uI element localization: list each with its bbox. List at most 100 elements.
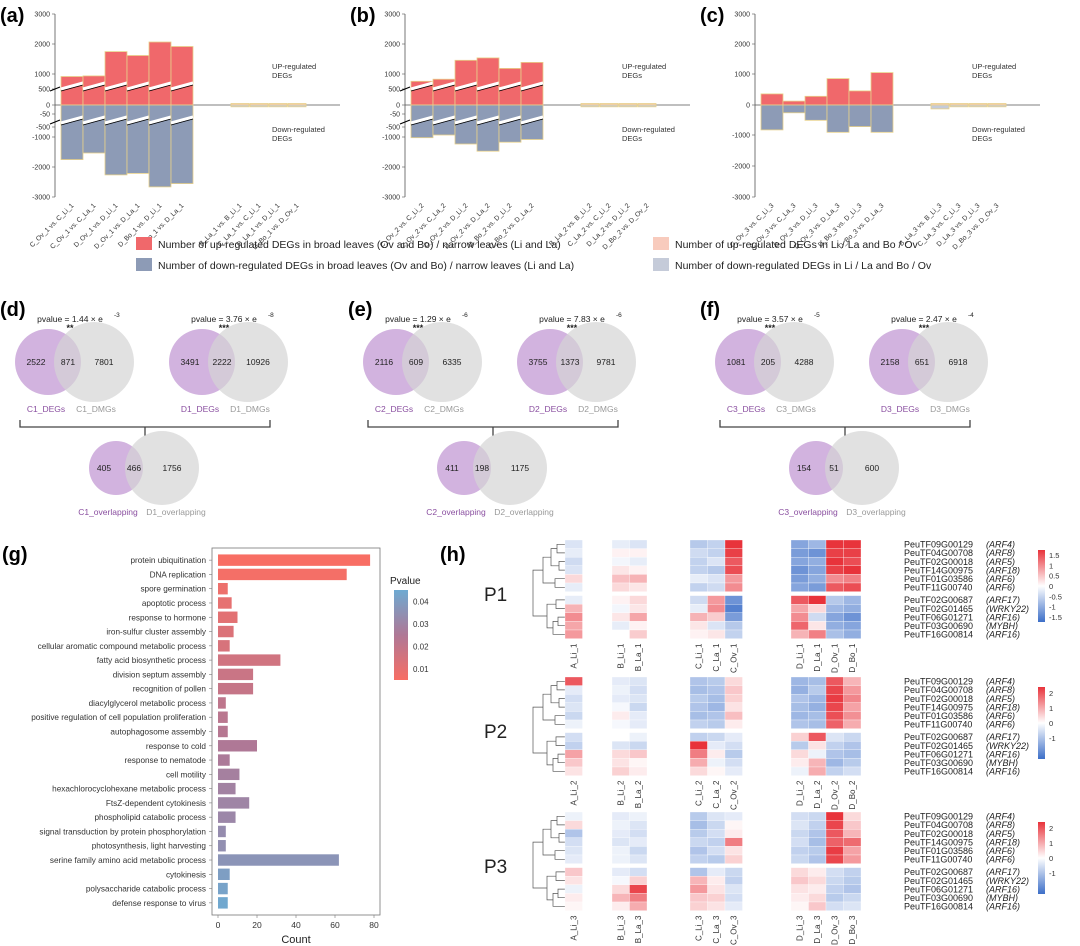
gene-name-label: (ARF16) xyxy=(986,749,1020,759)
gene-name-label: (ARF4) xyxy=(986,677,1015,687)
heatmap-cell xyxy=(790,766,809,776)
heatmap-cell xyxy=(724,811,743,821)
heatmap-cell xyxy=(790,741,809,750)
heatmap-cell xyxy=(843,749,862,759)
heatmap-cell xyxy=(808,548,827,558)
y-tick-label: -500 xyxy=(386,125,400,132)
heatmap-cell xyxy=(790,893,809,903)
heatmap-cell xyxy=(707,685,726,695)
legend-label: Number of up-regulated DEGs in Li / La a… xyxy=(675,239,919,251)
row-dendrogram xyxy=(532,815,565,907)
gene-name-label: (ARF5) xyxy=(986,829,1015,839)
heatmap-cell xyxy=(808,876,827,885)
dendrogram-branch xyxy=(558,561,565,571)
go-term-label: serine family amino acid metabolic proce… xyxy=(50,856,206,865)
heatmap-cell xyxy=(825,893,844,903)
heatmap-cell xyxy=(808,565,827,575)
go-term-label: positive regulation of cell population p… xyxy=(31,713,206,722)
heatmap-cell xyxy=(629,820,648,830)
venn-left-count: 2158 xyxy=(881,357,900,367)
bar-down xyxy=(618,104,638,108)
heatmap-cell xyxy=(790,884,809,894)
heatmap-cell xyxy=(825,702,844,712)
gene-name-label: (ARF6) xyxy=(986,720,1015,730)
bar-break-line xyxy=(104,84,128,92)
gene-id-label: PeuTF16G00814 xyxy=(904,902,973,912)
venn-mid-count: 1373 xyxy=(561,357,580,367)
heatmap-cell xyxy=(843,676,862,686)
heatmap-cell xyxy=(611,582,630,592)
gene-id-label: PeuTF09G00129 xyxy=(904,677,973,687)
heatmap-cell xyxy=(843,557,862,566)
gene-id-label: PeuTF11G00740 xyxy=(904,855,972,865)
deg-set-label: D2_DEGs xyxy=(529,404,567,414)
heatmap-cell xyxy=(724,749,743,759)
heatmap-cell xyxy=(790,621,809,631)
heatmap-cell xyxy=(629,582,648,592)
bar-break-line xyxy=(520,84,544,92)
bar-up xyxy=(870,72,894,106)
bar-break xyxy=(104,115,128,125)
heatmap-cell xyxy=(611,829,630,838)
heatmap-cell xyxy=(689,676,708,686)
gene-name-label: (ARF8) xyxy=(986,548,1015,558)
go-term-label: recognition of pollen xyxy=(133,685,207,694)
heatmap-cell xyxy=(825,854,844,864)
heatmap-colorbar-tick: 0 xyxy=(1049,582,1053,591)
pvalue-text: pvalue = 1.44 × e xyxy=(37,314,103,324)
row-dendrogram xyxy=(532,543,565,635)
x-tick-label: 20 xyxy=(252,920,262,930)
heatmap-cell xyxy=(689,719,708,729)
heatmap-colorbar-tick: 0 xyxy=(1049,854,1053,863)
dendrogram-branch xyxy=(532,841,547,889)
bar-down xyxy=(870,104,894,133)
heatmap-cell xyxy=(629,621,648,631)
legend-swatch xyxy=(653,237,669,250)
legend-label: Number of up-regulated DEGs in broad lea… xyxy=(158,239,561,251)
heatmap-cell xyxy=(611,557,630,566)
heatmap-cell xyxy=(707,629,726,639)
y-tick-label: 0 xyxy=(46,103,50,110)
gene-name-label: (ARF16) xyxy=(986,884,1020,894)
heatmap-cell xyxy=(843,582,862,592)
bar-down xyxy=(126,104,150,174)
down-annotation: Down-regulated xyxy=(622,125,675,134)
bar-down xyxy=(249,104,269,108)
bar-break xyxy=(410,81,434,91)
heatmap-colorbar-tick: 1 xyxy=(1049,704,1053,713)
heatmap-cell xyxy=(689,694,708,703)
heatmap-cell xyxy=(843,741,862,750)
heatmap-cell xyxy=(564,846,583,856)
heatmap-cell xyxy=(825,719,844,729)
go-bar xyxy=(218,611,238,623)
heatmap-cell xyxy=(611,685,630,695)
panel-label: (e) xyxy=(348,299,372,321)
heatmap-cell xyxy=(843,766,862,776)
go-bar xyxy=(218,668,254,681)
gene-name-label: (ARF16) xyxy=(986,612,1020,622)
heatmap-colorbar-tick: 1.5 xyxy=(1049,551,1059,560)
heatmap-colorbar-tick: 2 xyxy=(1049,689,1053,698)
heatmap-cell xyxy=(707,741,726,750)
go-bar xyxy=(218,697,226,709)
overlap-mid-count: 51 xyxy=(829,463,839,473)
gene-name-label: (ARF4) xyxy=(986,812,1015,822)
dmg-set-label: C3_DMGs xyxy=(776,404,816,414)
heatmap-cell xyxy=(843,837,862,847)
y-tick-label: 500 xyxy=(388,87,400,94)
go-bar xyxy=(218,554,371,566)
overlap-right-circle xyxy=(473,431,547,505)
heatmap-cell xyxy=(611,749,630,759)
y-tick-label: 1000 xyxy=(34,72,50,79)
heatmap-cell xyxy=(724,867,743,877)
heatmap-cell xyxy=(724,846,743,856)
overlap-right-circle xyxy=(125,431,199,505)
heatmap-cell xyxy=(564,854,583,864)
heatmap-cell xyxy=(724,741,743,750)
colorbar-tick: 0.02 xyxy=(413,642,429,651)
heatmap-cell xyxy=(825,766,844,776)
heatmap-cell xyxy=(825,539,844,549)
dendrogram-branch xyxy=(555,736,565,746)
heatmap-cell xyxy=(843,732,862,742)
y-tick-label: -1000 xyxy=(32,135,50,142)
